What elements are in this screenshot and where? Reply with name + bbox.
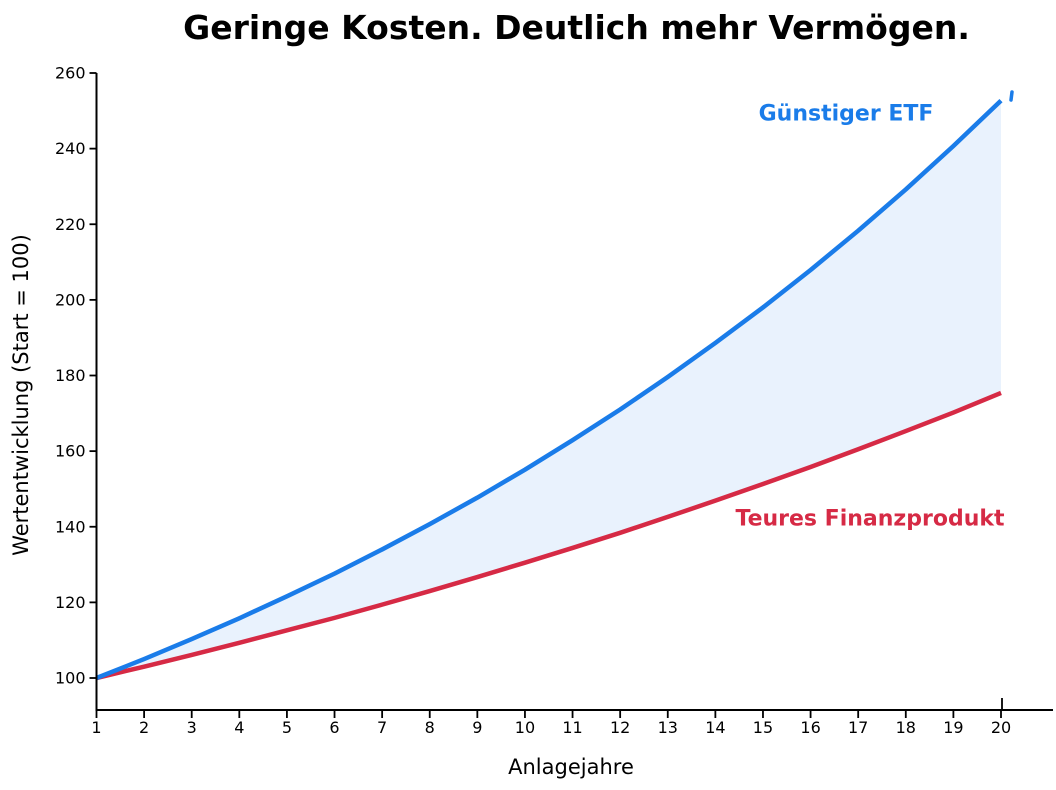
x-tick-label: 16 <box>800 718 820 737</box>
series-label-guenstiger-etf: Günstiger ETF <box>758 101 934 127</box>
x-tick-label: 10 <box>515 718 535 737</box>
y-tick-label: 200 <box>55 290 86 309</box>
y-tick-label: 180 <box>55 366 86 385</box>
y-tick-label: 100 <box>55 669 86 688</box>
x-tick-label: 17 <box>848 718 868 737</box>
teures-finanzprodukt-line <box>95 390 1002 681</box>
x-axis-label: Anlagejahre <box>508 755 634 779</box>
y-tick-label: 140 <box>55 517 86 536</box>
x-tick-label: 18 <box>896 718 916 737</box>
y-tick-label: 260 <box>55 64 86 83</box>
x-tick-label: 12 <box>610 718 630 737</box>
x-tick-label: 15 <box>753 718 773 737</box>
x-tick-label: 7 <box>377 718 387 737</box>
x-tick-label: 6 <box>329 718 339 737</box>
x-tick-label: 4 <box>234 718 244 737</box>
y-tick-label: 220 <box>55 215 86 234</box>
y-tick-label: 160 <box>55 442 86 461</box>
x-tick-label: 20 <box>991 718 1011 737</box>
x-tick-label: 11 <box>562 718 582 737</box>
fill-between-area <box>96 100 1001 678</box>
x-tick-label: 8 <box>425 718 435 737</box>
y-axis-label: Wertentwicklung (Start = 100) <box>9 234 33 556</box>
y-tick-label: 240 <box>55 139 86 158</box>
x-tick-label: 2 <box>139 718 149 737</box>
x-tick-label: 9 <box>472 718 482 737</box>
x-tick-label: 14 <box>705 718 725 737</box>
x-tick-label: 5 <box>282 718 292 737</box>
series-label-teures-finanzprodukt: Teures Finanzprodukt <box>735 506 1005 532</box>
chart-title: Geringe Kosten. Deutlich mehr Vermögen. <box>183 8 970 47</box>
y-tick-label: 120 <box>55 593 86 612</box>
guenstiger-etf-line <box>95 98 1003 681</box>
x-tick-label: 1 <box>91 718 101 737</box>
blue-line-end-fragment <box>1009 90 1014 102</box>
x-tick-label: 13 <box>658 718 678 737</box>
x-tick-label: 19 <box>943 718 963 737</box>
x-tick-label: 3 <box>187 718 197 737</box>
